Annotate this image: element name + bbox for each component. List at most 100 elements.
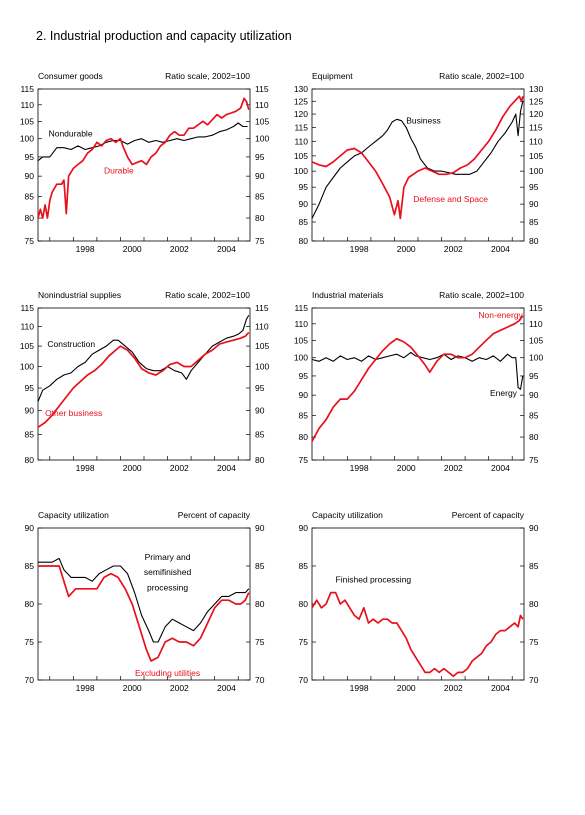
y-tick-label-left: 90 — [25, 406, 35, 416]
series-label: semifinished — [144, 567, 192, 577]
y-tick-label-left: 85 — [299, 217, 309, 227]
series-label: Business — [406, 116, 441, 126]
series-line-durable — [37, 97, 250, 219]
x-tick-label: 2002 — [170, 683, 189, 693]
y-tick-label-right: 115 — [255, 84, 269, 94]
unit-label: Ratio scale, 2002=100 — [439, 290, 524, 300]
y-tick-label-right: 70 — [255, 675, 265, 685]
y-tick-label-left: 115 — [294, 303, 308, 313]
y-tick-label-right: 115 — [529, 303, 543, 313]
y-tick-label-left: 130 — [294, 84, 308, 94]
y-tick-label-right: 80 — [255, 213, 265, 223]
x-tick-label: 1998 — [76, 244, 95, 254]
y-tick-label-left: 80 — [25, 213, 35, 223]
y-tick-label-right: 85 — [255, 430, 265, 440]
chart-title: Equipment — [312, 71, 353, 81]
y-tick-label-right: 80 — [255, 455, 265, 465]
unit-label: Ratio scale, 2002=100 — [165, 290, 250, 300]
y-tick-label-right: 105 — [529, 151, 543, 161]
x-tick-label: 1998 — [350, 244, 369, 254]
series-line-other-business — [37, 331, 250, 429]
y-tick-label-left: 125 — [294, 96, 308, 106]
y-tick-label-right: 100 — [529, 166, 543, 176]
unit-label: Ratio scale, 2002=100 — [439, 71, 524, 81]
y-tick-label-right: 75 — [529, 637, 539, 647]
y-tick-label-left: 105 — [20, 341, 34, 351]
y-tick-label-left: 100 — [294, 166, 308, 176]
y-tick-label-right: 85 — [255, 561, 265, 571]
x-tick-label: 2000 — [123, 463, 142, 473]
y-tick-label-left: 110 — [20, 100, 34, 110]
y-tick-label-right: 80 — [255, 599, 265, 609]
y-tick-label-left: 110 — [294, 319, 308, 329]
y-tick-label-left: 100 — [20, 134, 34, 144]
y-tick-label-left: 75 — [299, 637, 309, 647]
y-tick-label-left: 105 — [294, 335, 308, 345]
y-tick-label-left: 90 — [25, 523, 35, 533]
y-tick-label-right: 110 — [529, 319, 543, 329]
chart-industrial-materials: Industrial materials Ratio scale, 2002=10… — [294, 290, 544, 473]
y-tick-label-left: 85 — [25, 430, 35, 440]
y-tick-label-left: 90 — [25, 171, 35, 181]
y-tick-label-left: 115 — [20, 84, 34, 94]
series-line-primary-and-semifinished-processing — [38, 557, 250, 643]
y-tick-label-right: 130 — [529, 84, 543, 94]
y-tick-label-right: 90 — [529, 523, 539, 533]
chart-title: Industrial materials — [312, 290, 383, 300]
x-tick-label: 2002 — [444, 244, 463, 254]
y-tick-label-left: 100 — [294, 353, 308, 363]
x-tick-label: 2000 — [397, 463, 416, 473]
plot-frame — [311, 307, 525, 461]
y-tick-label-right: 95 — [529, 371, 539, 381]
chart-consumer-goods: Consumer goods Ratio scale, 2002=100 75 75 8… — [20, 71, 270, 254]
y-tick-label-right: 105 — [255, 341, 269, 351]
x-tick-label: 2000 — [123, 683, 142, 693]
y-tick-label-left: 115 — [20, 303, 34, 313]
series-line-energy — [311, 351, 524, 390]
y-tick-label-left: 90 — [299, 390, 309, 400]
series-line-nondurable — [37, 122, 248, 162]
x-tick-label: 2002 — [170, 244, 189, 254]
chart-title: Nonindustrial supplies — [38, 290, 121, 300]
y-tick-label-left: 85 — [299, 561, 309, 571]
y-tick-label-left: 100 — [20, 362, 34, 372]
chart-nonindustrial-supplies: Nonindustrial supplies Ratio scale, 2002=… — [20, 290, 270, 473]
series-label: Construction — [47, 339, 95, 349]
x-tick-label: 2002 — [170, 463, 189, 473]
series-line-defense-and-space — [311, 95, 524, 220]
y-tick-label-left: 90 — [299, 523, 309, 533]
series-label: processing — [147, 582, 188, 592]
x-tick-label: 2004 — [491, 244, 510, 254]
series-label: Non-energy — [478, 310, 523, 320]
y-tick-label-right: 95 — [529, 182, 539, 192]
y-tick-label-left: 80 — [299, 236, 309, 246]
y-tick-label-right: 80 — [529, 599, 539, 609]
y-tick-label-left: 105 — [20, 116, 34, 126]
series-line-excluding-utilities — [38, 565, 250, 662]
x-tick-label: 1998 — [76, 463, 95, 473]
y-tick-label-right: 90 — [255, 171, 265, 181]
y-tick-label-right: 85 — [529, 561, 539, 571]
chart-title: Capacity utilization — [312, 510, 383, 520]
series-label: Finished processing — [336, 575, 412, 585]
unit-label: Percent of capacity — [178, 510, 251, 520]
y-tick-label-left: 105 — [294, 151, 308, 161]
y-tick-label-right: 110 — [255, 100, 269, 110]
x-tick-label: 2004 — [217, 463, 236, 473]
y-tick-label-right: 85 — [529, 217, 539, 227]
y-tick-label-left: 80 — [25, 455, 35, 465]
y-tick-label-left: 70 — [299, 675, 309, 685]
y-tick-label-left: 95 — [25, 152, 35, 162]
chart-title: Consumer goods — [38, 71, 103, 81]
series-label: Defense and Space — [413, 194, 488, 204]
y-tick-label-right: 75 — [255, 637, 265, 647]
chart-capacity-utilization-finished: Capacity utilization Percent of capacity 7… — [299, 510, 539, 693]
y-tick-label-left: 70 — [25, 675, 35, 685]
y-tick-label-left: 85 — [299, 410, 309, 420]
series-label: Durable — [104, 165, 134, 175]
y-tick-label-right: 95 — [255, 383, 265, 393]
x-tick-label: 2000 — [397, 683, 416, 693]
x-tick-label: 1998 — [76, 683, 95, 693]
y-tick-label-right: 85 — [529, 410, 539, 420]
series-line-business — [311, 101, 524, 219]
